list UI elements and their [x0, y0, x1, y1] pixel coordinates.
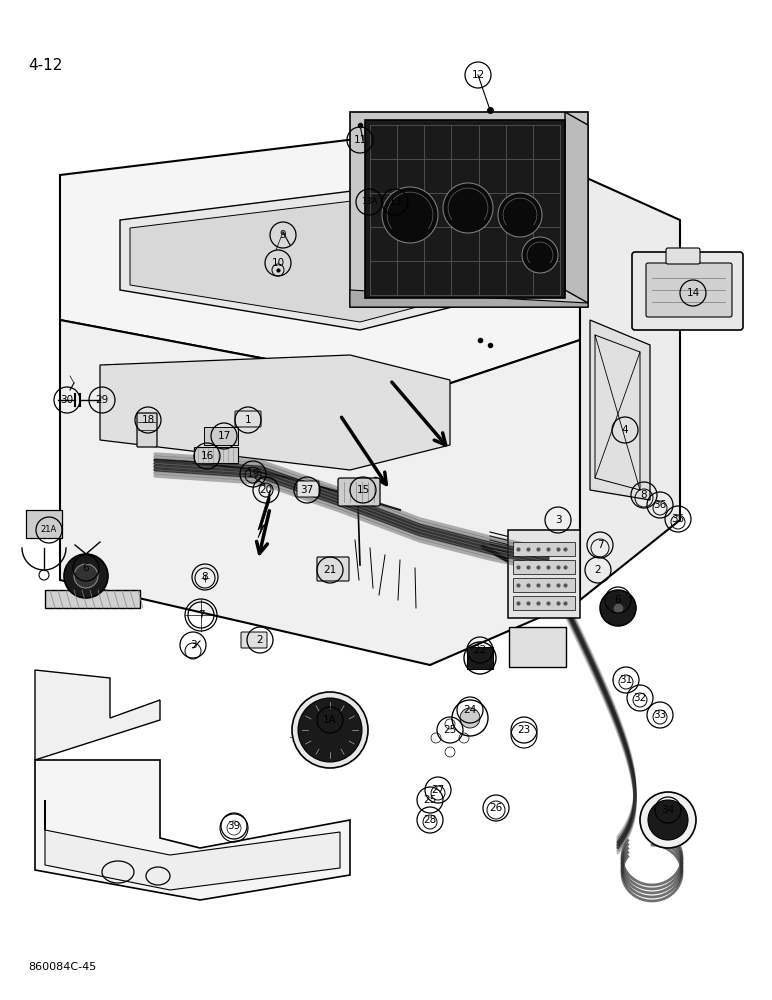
Text: 35: 35: [672, 514, 685, 524]
FancyBboxPatch shape: [646, 263, 732, 317]
FancyBboxPatch shape: [513, 578, 575, 592]
Text: 10: 10: [272, 258, 285, 268]
Text: 24: 24: [463, 705, 476, 715]
Text: 1A: 1A: [323, 715, 337, 725]
Text: 12: 12: [472, 70, 485, 80]
Polygon shape: [35, 760, 350, 900]
Text: 20: 20: [259, 485, 273, 495]
FancyBboxPatch shape: [513, 596, 575, 610]
Text: 2: 2: [256, 635, 263, 645]
FancyBboxPatch shape: [204, 427, 238, 445]
Circle shape: [522, 237, 558, 273]
FancyBboxPatch shape: [338, 478, 380, 506]
Text: 9: 9: [279, 230, 286, 240]
Text: 15: 15: [357, 485, 370, 495]
Text: 33: 33: [653, 710, 667, 720]
FancyBboxPatch shape: [350, 112, 588, 307]
Text: 29: 29: [96, 395, 109, 405]
Polygon shape: [60, 320, 580, 665]
FancyBboxPatch shape: [513, 542, 575, 556]
Polygon shape: [565, 112, 588, 303]
FancyBboxPatch shape: [45, 590, 140, 608]
Circle shape: [498, 193, 542, 237]
FancyBboxPatch shape: [365, 120, 565, 298]
FancyBboxPatch shape: [632, 252, 743, 330]
Text: 6: 6: [83, 563, 90, 573]
Text: 25: 25: [423, 795, 437, 805]
Text: 36: 36: [653, 500, 667, 510]
Text: 11: 11: [354, 135, 367, 145]
Text: 21A: 21A: [41, 526, 57, 534]
Text: 16: 16: [201, 451, 214, 461]
Text: 4: 4: [621, 425, 628, 435]
Text: 13A: 13A: [361, 198, 378, 207]
FancyBboxPatch shape: [26, 510, 62, 538]
Text: 27: 27: [432, 785, 445, 795]
Text: 14: 14: [686, 288, 699, 298]
Polygon shape: [580, 175, 680, 600]
Text: 37: 37: [300, 485, 313, 495]
Polygon shape: [590, 320, 650, 500]
Text: 17: 17: [218, 431, 231, 441]
Circle shape: [600, 590, 636, 626]
Text: 3: 3: [190, 640, 196, 650]
Text: 30: 30: [60, 395, 73, 405]
FancyBboxPatch shape: [317, 557, 349, 581]
Text: 8: 8: [201, 572, 208, 582]
Text: 23: 23: [517, 725, 530, 735]
FancyBboxPatch shape: [297, 481, 319, 497]
FancyBboxPatch shape: [241, 632, 267, 648]
Text: 34: 34: [662, 805, 675, 815]
Polygon shape: [35, 670, 160, 760]
Text: 1: 1: [245, 415, 252, 425]
Text: 4-12: 4-12: [28, 58, 63, 73]
Text: 31: 31: [619, 675, 632, 685]
Text: 860084C-45: 860084C-45: [28, 962, 96, 972]
Polygon shape: [100, 355, 450, 470]
Circle shape: [640, 792, 696, 848]
Circle shape: [382, 187, 438, 243]
Circle shape: [443, 183, 493, 233]
FancyBboxPatch shape: [467, 647, 493, 669]
Text: 16A: 16A: [296, 730, 314, 740]
Polygon shape: [45, 800, 340, 890]
Polygon shape: [130, 200, 470, 322]
FancyBboxPatch shape: [137, 413, 157, 447]
Circle shape: [74, 564, 98, 588]
Circle shape: [648, 800, 688, 840]
Text: 8: 8: [641, 490, 647, 500]
Text: 18: 18: [141, 415, 154, 425]
Text: 28: 28: [423, 815, 437, 825]
FancyBboxPatch shape: [513, 560, 575, 574]
Polygon shape: [60, 130, 580, 390]
FancyBboxPatch shape: [666, 248, 700, 264]
Text: 26: 26: [489, 803, 503, 813]
Text: 21: 21: [323, 565, 337, 575]
FancyBboxPatch shape: [235, 411, 261, 427]
Circle shape: [64, 554, 108, 598]
Circle shape: [298, 698, 362, 762]
Text: 7: 7: [597, 540, 603, 550]
FancyBboxPatch shape: [509, 627, 566, 667]
Circle shape: [292, 692, 368, 768]
FancyBboxPatch shape: [194, 447, 238, 463]
Text: 19: 19: [246, 469, 259, 479]
Text: 6: 6: [615, 595, 621, 605]
Text: 22: 22: [473, 645, 486, 655]
Polygon shape: [120, 190, 480, 330]
Polygon shape: [258, 490, 270, 538]
Text: 25: 25: [443, 725, 456, 735]
Text: 2: 2: [594, 565, 601, 575]
Circle shape: [460, 708, 480, 728]
Polygon shape: [350, 290, 588, 307]
Text: 7: 7: [198, 610, 205, 620]
Text: 32: 32: [633, 693, 647, 703]
Text: 13: 13: [388, 197, 401, 207]
FancyBboxPatch shape: [508, 530, 580, 618]
Text: 39: 39: [228, 821, 241, 831]
Text: 3: 3: [555, 515, 561, 525]
